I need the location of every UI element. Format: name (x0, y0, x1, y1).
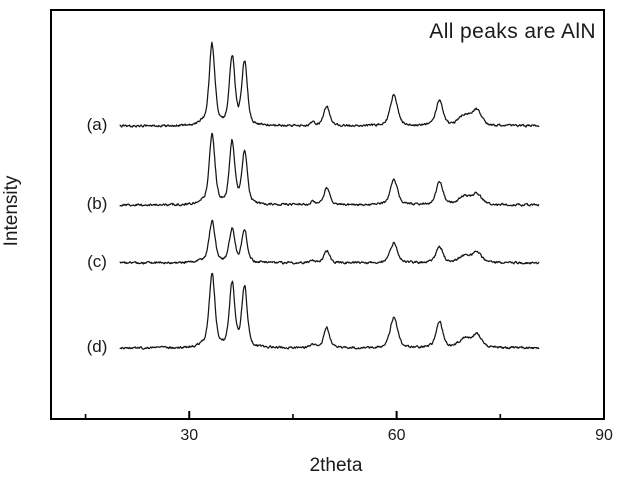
series-label-a: (a) (87, 115, 108, 134)
plot-frame (50, 9, 605, 420)
series-label-d: (d) (87, 337, 108, 356)
xrd-trace-b (119, 132, 540, 207)
annotation-text: All peaks are AlN (429, 20, 596, 43)
xrd-trace-d (119, 272, 540, 350)
series-label-b: (b) (87, 194, 108, 213)
x-axis-tick-labels-group: 30 60 90 (180, 427, 613, 444)
x-axis-label: 2theta (310, 455, 363, 476)
x-tick-label-90: 90 (595, 427, 613, 444)
series-label-c: (c) (87, 252, 107, 271)
traces-group (119, 41, 540, 350)
series-labels-group: (a) (b) (c) (d) (87, 115, 108, 356)
x-axis-ticks-group (84, 411, 605, 419)
x-tick-label-60: 60 (388, 427, 406, 444)
xrd-trace-c (119, 219, 540, 265)
y-axis-label: Intensity (1, 175, 22, 246)
x-tick-label-30: 30 (180, 427, 198, 444)
xrd-trace-a (119, 41, 540, 128)
